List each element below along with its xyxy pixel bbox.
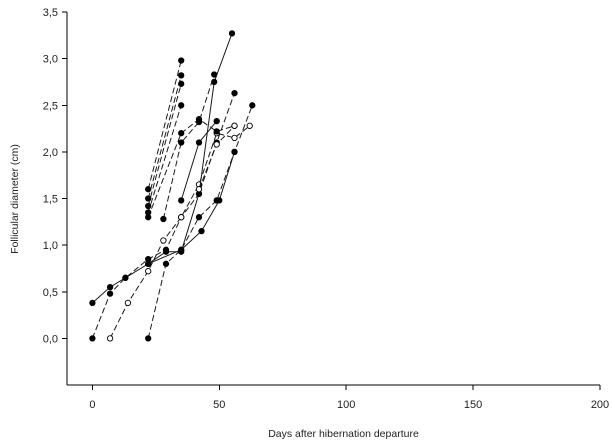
data-point-filled [145, 335, 152, 342]
x-tick-label: 100 [337, 399, 355, 411]
data-point-open [246, 122, 253, 129]
data-point-open [124, 299, 132, 307]
data-point-filled [178, 80, 185, 87]
series-12 [178, 117, 220, 204]
data-point-filled [178, 102, 185, 109]
y-tick-label: 0,5 [43, 287, 58, 299]
x-tick-label: 150 [464, 399, 482, 411]
data-point-filled [106, 290, 114, 297]
y-tick-label: 3,0 [43, 54, 58, 66]
data-point-filled [145, 260, 152, 267]
y-tick-label: 1,0 [43, 240, 58, 252]
data-point-filled [213, 197, 220, 204]
data-point-filled [89, 299, 96, 307]
data-point-filled [178, 57, 185, 64]
series-line [147, 60, 182, 190]
series-line [109, 125, 251, 339]
data-point-filled [231, 89, 238, 97]
series-line [147, 33, 233, 265]
data-point-filled [228, 30, 236, 37]
data-point-filled [162, 248, 170, 255]
data-point-filled [211, 71, 218, 78]
x-tick-label: 50 [213, 399, 225, 411]
data-point-open [213, 141, 220, 148]
x-tick-label: 200 [591, 399, 609, 411]
data-point-open [231, 122, 238, 129]
series-line [92, 151, 235, 304]
data-point-open [160, 237, 167, 244]
y-tick-label: 2,0 [43, 147, 58, 159]
x-axis-title: Days after hibernation departure [268, 428, 419, 440]
series-layer [89, 30, 256, 342]
data-point-filled [89, 335, 96, 342]
data-point-filled [213, 128, 220, 135]
data-point-filled [162, 260, 170, 267]
series-6 [145, 57, 185, 193]
series-line [147, 83, 182, 207]
series-3 [106, 122, 253, 342]
data-point-filled [106, 283, 114, 291]
data-point-filled [178, 248, 185, 255]
y-ticks: 0,0 0,5 1,0 1,5 2,0 2,5 3,0 3,5 [43, 7, 67, 345]
data-point-filled [213, 117, 220, 125]
series-line [147, 105, 182, 213]
data-point-filled [178, 72, 185, 79]
data-point-filled [178, 130, 185, 137]
y-axis-title: Follicular diameter (cm) [9, 144, 21, 254]
series-4 [145, 102, 256, 342]
data-point-filled [195, 139, 203, 146]
data-point-filled [122, 274, 129, 281]
y-tick-label: 0,0 [43, 333, 58, 345]
data-point-filled [195, 214, 203, 221]
data-point-filled [145, 214, 152, 221]
y-tick-label: 1,5 [43, 194, 58, 206]
data-point-open [178, 214, 185, 221]
y-tick-label: 2,5 [43, 100, 58, 112]
series-1 [89, 148, 238, 307]
series-7 [145, 72, 185, 202]
series-line [91, 92, 235, 339]
data-point-filled [198, 227, 205, 235]
data-point-filled [195, 118, 203, 126]
data-point-open [106, 335, 114, 342]
data-point-filled [160, 215, 167, 223]
data-point-open [231, 134, 238, 142]
series-11 [160, 71, 218, 223]
data-point-open [145, 268, 152, 275]
series-line [162, 74, 215, 220]
x-tick-label: 0 [89, 399, 95, 411]
series-line [147, 75, 182, 199]
data-point-filled [178, 197, 185, 204]
data-point-filled [145, 195, 152, 202]
y-tick-label: 3,5 [43, 7, 58, 19]
data-point-filled [145, 186, 152, 193]
data-point-open [195, 186, 203, 193]
x-ticks: 0 50 100 150 200 [89, 385, 609, 411]
data-point-filled [231, 148, 238, 156]
data-point-filled [249, 102, 256, 109]
data-point-filled [178, 139, 185, 146]
series-13 [195, 122, 238, 193]
